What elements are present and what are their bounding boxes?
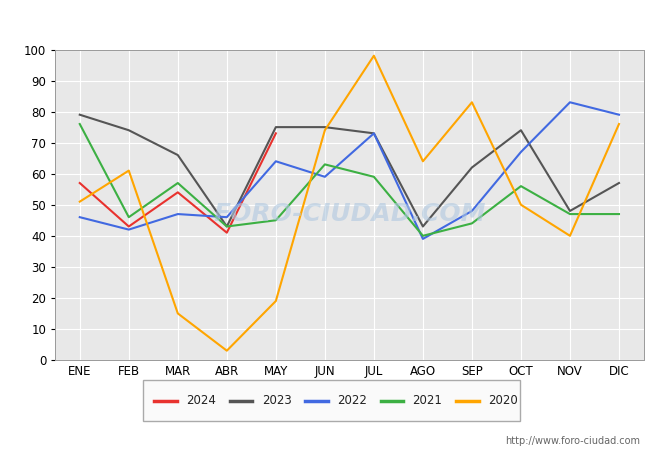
Text: http://www.foro-ciudad.com: http://www.foro-ciudad.com [505,436,640,446]
Text: 2021: 2021 [413,394,443,407]
Text: 2020: 2020 [488,394,517,407]
Text: Matriculaciones de Vehiculos en Vinaròs: Matriculaciones de Vehiculos en Vinaròs [164,13,486,28]
Text: FORO-CIUDAD.COM: FORO-CIUDAD.COM [213,202,486,226]
Text: 2023: 2023 [262,394,291,407]
Text: 2024: 2024 [187,394,216,407]
Text: 2022: 2022 [337,394,367,407]
